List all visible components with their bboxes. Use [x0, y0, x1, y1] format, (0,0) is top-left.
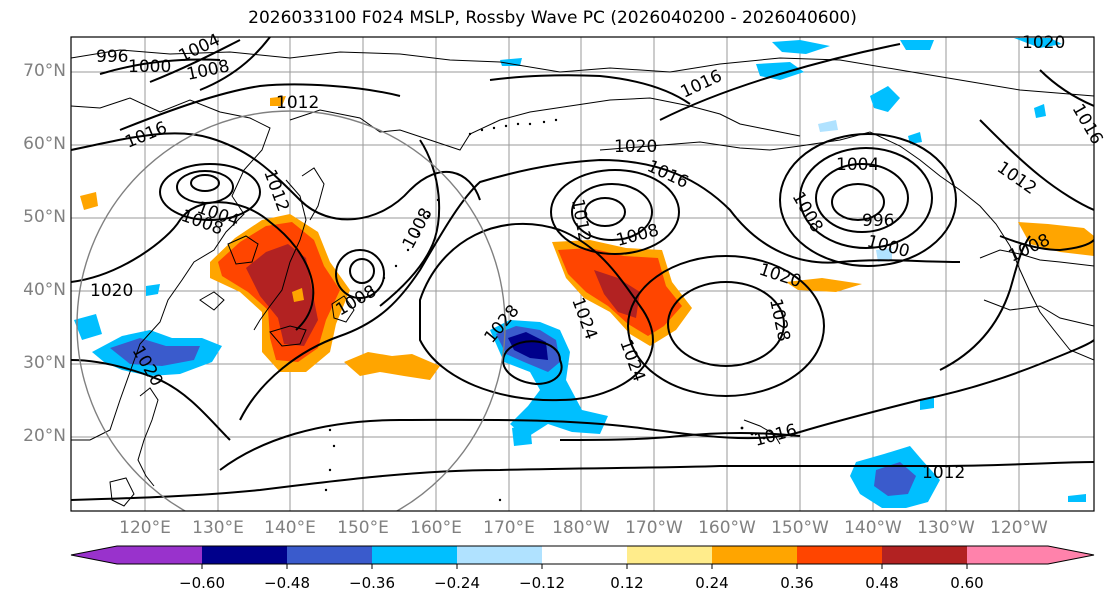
colorbar-bin: [712, 546, 797, 564]
colorbar-tick-label: −0.12: [519, 574, 565, 592]
colorbar-bin: [117, 546, 202, 564]
isobar-label: 1020: [1022, 33, 1065, 53]
colorbar-bin: [797, 546, 882, 564]
lon-label: 170°E: [483, 518, 535, 538]
lon-label: 140°W: [844, 518, 902, 538]
isobars: [71, 37, 1094, 501]
lat-label: 60°N: [23, 134, 66, 154]
colorbar-min-extension: [71, 546, 117, 564]
colorbar-tick-label: 0.36: [780, 574, 814, 592]
colorbar-bin: [627, 546, 712, 564]
lon-label: 180°W: [552, 518, 610, 538]
lat-label: 40°N: [23, 280, 66, 300]
lon-label: 130°W: [917, 518, 975, 538]
colorbar-bin: [372, 546, 457, 564]
colorbar-tick-label: 0.60: [950, 574, 984, 592]
map-frame: [70, 36, 1095, 512]
isobar-label: 996: [96, 47, 128, 67]
isobar-label: 1020: [614, 137, 657, 157]
lon-label: 150°W: [771, 518, 829, 538]
colorbar-tick-label: 0.48: [865, 574, 899, 592]
colorbar-outline: [70, 545, 1095, 565]
colorbar-tick-label: −0.36: [349, 574, 395, 592]
lon-label: 130°E: [192, 518, 244, 538]
lat-label: 70°N: [23, 61, 66, 81]
colorbar-bin: [457, 546, 542, 564]
isobar-label: 1004: [836, 155, 879, 175]
colorbar-bin: [287, 546, 372, 564]
colorbar-tick-label: 0.24: [695, 574, 729, 592]
isobar-label: 1020: [90, 281, 133, 301]
colorbar: [70, 545, 1095, 569]
negative-anomaly-regions: [74, 38, 1086, 508]
colorbar-tick-label: −0.60: [179, 574, 225, 592]
lon-label: 120°W: [990, 518, 1048, 538]
colorbar-tick-label: 0.12: [610, 574, 644, 592]
colorbar-tick-label: −0.48: [264, 574, 310, 592]
lat-label: 30°N: [23, 353, 66, 373]
lon-label: 160°E: [410, 518, 462, 538]
lat-label: 20°N: [23, 426, 66, 446]
isobar-label: 996: [862, 211, 894, 231]
lon-label: 150°E: [337, 518, 389, 538]
map-title: 2026033100 F024 MSLP, Rossby Wave PC (20…: [248, 8, 857, 28]
colorbar-bin: [202, 546, 287, 564]
colorbar-max-extension: [1048, 546, 1094, 564]
isobar-label: 1012: [922, 463, 965, 483]
reference-circle: [76, 110, 506, 511]
colorbar-tick-label: −0.24: [434, 574, 480, 592]
colorbar-bin: [882, 546, 967, 564]
isobar-label: 1000: [128, 57, 171, 77]
coastlines: [71, 49, 1094, 507]
lat-label: 50°N: [23, 207, 66, 227]
lon-label: 120°E: [119, 518, 171, 538]
isobar-label: 1012: [276, 93, 319, 113]
lon-label: 170°W: [625, 518, 683, 538]
lon-label: 160°W: [698, 518, 756, 538]
colorbar-bin: [967, 546, 1048, 564]
positive-anomaly-regions: [80, 96, 1094, 380]
lon-label: 140°E: [264, 518, 316, 538]
colorbar-bin: [542, 546, 627, 564]
